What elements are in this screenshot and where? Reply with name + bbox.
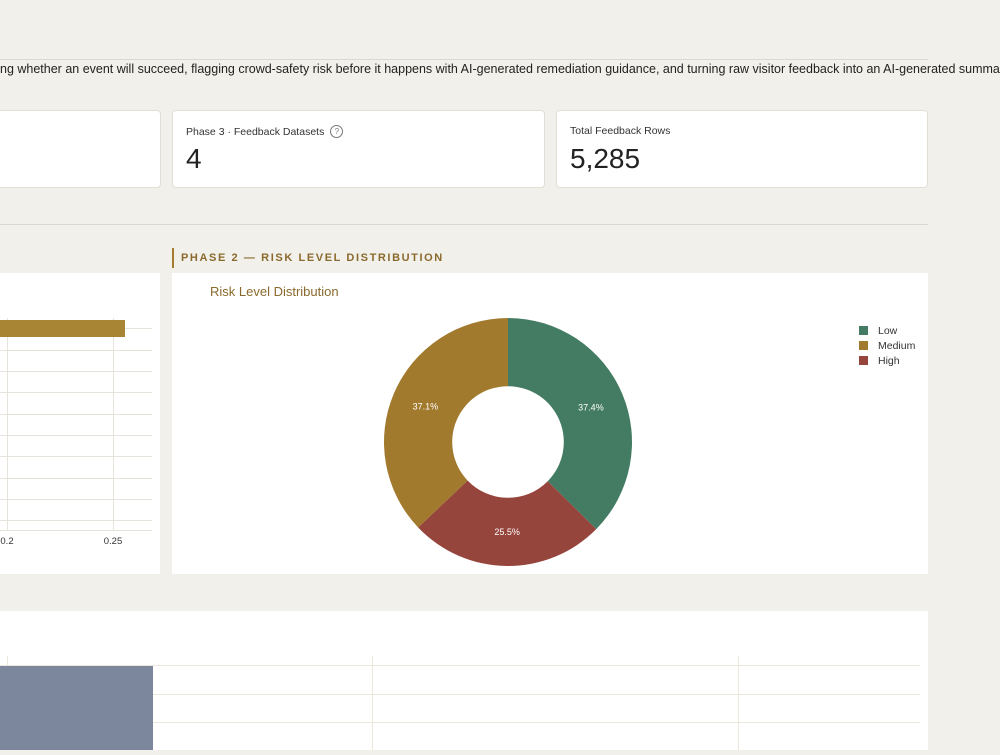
section-divider [0, 224, 928, 225]
risk-chart-panel: Risk Level Distribution 37.4% 25.5% 37.1% … [172, 273, 928, 574]
donut-chart: 37.4% 25.5% 37.1% [383, 318, 632, 566]
x-tick-label: 0.2 [0, 536, 13, 547]
legend-label: Medium [878, 339, 916, 352]
section-title: PHASE 2 — RISK LEVEL DISTRIBUTION [172, 248, 444, 268]
legend-label: Low [878, 324, 898, 337]
slice-label: 37.4% [578, 402, 604, 412]
legend-item-high[interactable]: High [859, 353, 915, 368]
slice-label: 37.1% [413, 402, 439, 412]
kpi-card-partial [0, 110, 161, 188]
bottom-grid [0, 656, 920, 750]
legend-item-low[interactable]: Low [859, 323, 915, 338]
legend-swatch [859, 356, 868, 365]
legend-label: High [878, 354, 900, 367]
kpi-label: Phase 3 · Feedback Datasets [186, 125, 325, 138]
bar-chart-svg: 0.2 0.25 [0, 318, 152, 547]
kpi-card-feedback-datasets: Phase 3 · Feedback Datasets ? 4 [172, 110, 545, 188]
top-divider [0, 59, 928, 60]
legend-item-medium[interactable]: Medium [859, 338, 915, 353]
highlight-cell [0, 666, 153, 750]
slice-high[interactable] [383, 318, 508, 528]
slice-label: 25.5% [494, 527, 520, 537]
bottom-panel [0, 611, 928, 750]
help-icon[interactable]: ? [330, 125, 344, 138]
slice-low[interactable] [508, 318, 632, 530]
kpi-value: 5,285 [570, 143, 641, 174]
kpi-label: Total Feedback Rows [570, 125, 671, 137]
chart-legend: Low Medium High [859, 323, 915, 368]
kpi-value: 4 [186, 143, 202, 174]
legend-swatch [859, 326, 868, 335]
legend-swatch [859, 341, 868, 350]
page-description: ng whether an event will succeed, flaggi… [0, 62, 1000, 76]
slice-medium[interactable] [418, 480, 597, 566]
bar-chart-panel: 0.2 0.25 [0, 273, 160, 574]
kpi-card-total-feedback-rows: Total Feedback Rows 5,285 [556, 110, 928, 188]
bar[interactable] [0, 320, 125, 337]
chart-title: Risk Level Distribution [210, 284, 339, 299]
x-tick-label: 0.25 [104, 536, 123, 547]
